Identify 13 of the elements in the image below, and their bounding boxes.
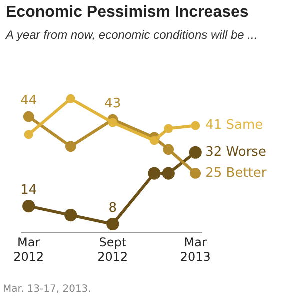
data-label: 14	[20, 183, 38, 198]
x-tick-label: Mar 2012	[14, 236, 44, 264]
text: 41 Same	[206, 118, 264, 134]
text: Mar. 13-17, 2013.	[3, 284, 92, 295]
text: 32 Worse	[206, 145, 266, 160]
data-label: 43	[104, 96, 122, 112]
data-label: 44	[20, 94, 38, 109]
data-label: 8	[108, 201, 118, 216]
x-tick-label: Sept 2012	[98, 236, 128, 264]
text: 25 Better	[206, 166, 267, 181]
chart-title: Economic Pessimism Increases	[6, 4, 249, 22]
chart-subtitle: A year from now, economic conditions will be ...	[6, 28, 258, 42]
x-tick-label: Mar 2013	[180, 236, 211, 264]
